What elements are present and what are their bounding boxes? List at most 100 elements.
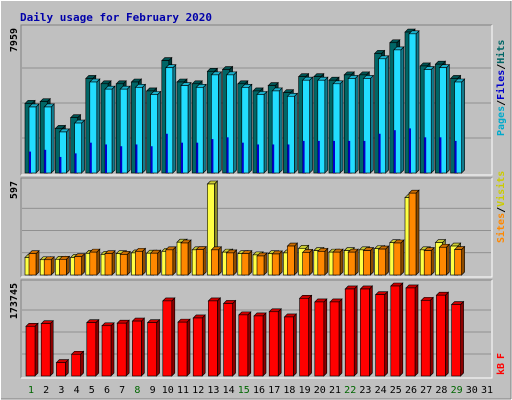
files-bar-side [218, 71, 222, 174]
kbytes-bar-side [429, 296, 434, 377]
files-bar-front [43, 106, 52, 174]
hits-files-pages-panel-bg-bevel-light [21, 25, 493, 176]
files-bar [73, 119, 86, 174]
day-label: 17 [268, 385, 280, 396]
sites-bar [408, 189, 420, 276]
kbytes-bar-front [40, 323, 51, 377]
pages-bar [393, 130, 396, 173]
files-bar-front [439, 67, 447, 174]
kbytes-bar-front [405, 287, 416, 377]
visits-sites-panel-bg-bevel-dark [20, 177, 492, 277]
kbytes-bar [86, 318, 100, 377]
kbytes-bar-front [223, 303, 233, 377]
kbytes-panel [20, 279, 493, 379]
hits-files-pages-panel [20, 24, 493, 176]
sites-bar-front [363, 250, 371, 276]
kbytes-bar-front [192, 317, 203, 377]
files-bar [225, 71, 238, 174]
sites-bar-front [119, 254, 128, 276]
files-bar-side [415, 30, 420, 174]
kbytes-bar [207, 297, 222, 377]
sites-bar-side [415, 189, 420, 276]
day-label: 19 [299, 385, 311, 396]
kbytes-bar-front [132, 320, 142, 377]
kbytes-bar-front [177, 321, 188, 377]
sites-bar [149, 249, 162, 276]
sites-bar-front [211, 249, 219, 276]
legend-pages: Pages [496, 106, 507, 136]
day-label: 14 [223, 385, 235, 396]
pages-bar [257, 144, 259, 173]
files-bar-front [135, 87, 143, 174]
kbytes-bar-front [329, 301, 340, 377]
sites-bar-front [165, 249, 174, 276]
sites-bar-front [180, 242, 189, 276]
day-label: 18 [283, 385, 295, 396]
kbytes-bar-front [360, 288, 370, 377]
sites-bar [73, 252, 86, 276]
kbytes-bar-front [162, 300, 173, 377]
files-bar-front [211, 74, 219, 174]
files-bar [393, 46, 405, 174]
day-label: 31 [481, 385, 493, 396]
kbytes-bar-front [71, 353, 81, 377]
kbytes-bar [116, 319, 130, 377]
files-bar-front [119, 88, 128, 174]
kbytes-bar-side [34, 322, 39, 377]
files-bar-side [172, 64, 177, 174]
kbytes-bar [450, 300, 465, 377]
kbytes-panel-bg-bevel-dark [20, 279, 492, 378]
sites-bar-side [385, 245, 389, 276]
kbytes-bar [390, 282, 404, 377]
sites-bar [332, 248, 344, 276]
files-bar-side [278, 87, 283, 174]
files-bar-side [400, 46, 405, 174]
kbytes-bar [329, 298, 343, 377]
sites-bar-side [111, 249, 116, 276]
sites-bar-side [339, 248, 344, 276]
sites-bar [377, 245, 390, 276]
visits-sites-panel [20, 177, 493, 278]
sites-bar [317, 247, 329, 276]
sites-bar [180, 239, 192, 276]
legend-kb: kB [496, 363, 507, 375]
sites-bar-side [142, 247, 146, 276]
sites-bar [119, 250, 131, 276]
sites-bar [43, 256, 55, 276]
kbytes-bar-side [217, 297, 221, 377]
kbytes-bar-side [186, 318, 191, 377]
kbytes-bar-front [420, 300, 431, 377]
kbytes-bar [374, 290, 389, 377]
kbytes-bar-front [268, 311, 279, 377]
files-bar-front [241, 87, 250, 174]
pages-bar [105, 144, 107, 173]
kbytes-bar-side [80, 350, 84, 377]
kbytes-bar [420, 296, 434, 377]
files-bar-front [165, 67, 174, 174]
pages-bar [363, 140, 366, 173]
files-bar [377, 55, 390, 174]
kbytes-bar-front [253, 315, 264, 377]
kbytes-bar-front [238, 314, 249, 377]
kbytes-bar-side [232, 299, 236, 377]
visits-scale-label: 597 [9, 181, 20, 199]
kbytes-bar-front [451, 304, 461, 377]
sites-bar [165, 246, 177, 276]
kbytes-bar-side [171, 297, 176, 377]
day-label: 22 [344, 385, 356, 396]
files-bar-side [248, 83, 253, 174]
sites-bar [271, 250, 283, 276]
sites-bar-front [408, 192, 417, 276]
day-label: 23 [359, 385, 371, 396]
pages-bar [29, 151, 31, 173]
files-bar-front [332, 83, 341, 174]
sites-bar-side [309, 248, 313, 276]
sites-bar-side [218, 246, 222, 276]
sites-bar-side [172, 246, 177, 276]
pages-bar [181, 142, 183, 173]
files-bar-side [339, 80, 344, 174]
pages-bar [165, 133, 168, 173]
files-bar-front [195, 87, 204, 174]
sites-bar [256, 252, 268, 276]
